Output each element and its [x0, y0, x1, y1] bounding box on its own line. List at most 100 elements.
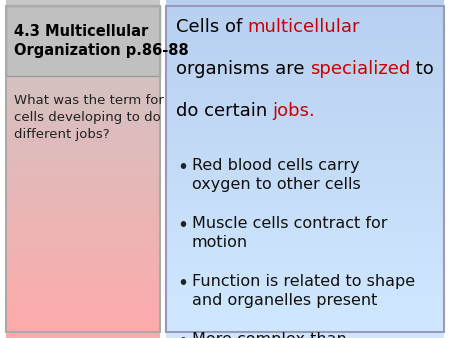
Bar — [6, 41, 160, 42]
Bar — [6, 336, 160, 338]
Bar — [6, 321, 160, 323]
Bar — [166, 125, 444, 127]
Bar — [166, 159, 444, 161]
Bar — [166, 294, 444, 296]
Bar — [166, 213, 444, 215]
Bar — [6, 144, 160, 145]
Bar — [166, 174, 444, 176]
Bar — [166, 230, 444, 232]
Bar — [166, 154, 444, 155]
Bar — [6, 240, 160, 242]
Bar — [6, 49, 160, 51]
Bar — [6, 201, 160, 203]
Bar — [6, 17, 160, 19]
Bar — [166, 61, 444, 63]
Bar — [166, 118, 444, 120]
Text: More complex than
unicellular: More complex than unicellular — [192, 332, 346, 338]
Bar — [166, 267, 444, 269]
Bar — [166, 198, 444, 199]
Bar — [166, 318, 444, 319]
Bar — [6, 262, 160, 264]
Bar — [166, 275, 444, 277]
Bar — [6, 125, 160, 127]
Bar — [6, 113, 160, 115]
Bar — [6, 297, 160, 299]
Bar — [6, 35, 160, 37]
Bar — [166, 189, 444, 191]
Bar — [6, 265, 160, 267]
Bar — [166, 115, 444, 117]
Text: •: • — [178, 332, 189, 338]
Bar — [166, 313, 444, 314]
Bar — [6, 34, 160, 35]
Bar — [6, 164, 160, 166]
Bar — [6, 74, 160, 76]
Bar — [166, 255, 444, 257]
Text: Function is related to shape
and organelles present: Function is related to shape and organel… — [192, 274, 415, 308]
Bar — [166, 252, 444, 254]
Bar — [166, 64, 444, 66]
Bar — [166, 66, 444, 68]
Bar — [6, 161, 160, 162]
Bar — [166, 287, 444, 289]
Bar — [6, 47, 160, 49]
Bar — [6, 274, 160, 275]
Bar — [166, 274, 444, 275]
Text: Muscle cells contract for
motion: Muscle cells contract for motion — [192, 216, 387, 250]
Bar — [166, 176, 444, 177]
Bar — [6, 208, 160, 210]
Bar — [166, 308, 444, 309]
Bar — [6, 289, 160, 291]
Bar — [166, 54, 444, 56]
Bar — [6, 61, 160, 63]
Bar — [6, 127, 160, 128]
Bar — [166, 15, 444, 17]
Bar — [166, 47, 444, 49]
Bar — [6, 272, 160, 274]
Bar — [166, 248, 444, 250]
Bar — [166, 95, 444, 96]
Bar — [6, 319, 160, 321]
Text: to: to — [410, 60, 434, 78]
Bar — [166, 247, 444, 248]
Bar — [166, 20, 444, 22]
Bar — [166, 292, 444, 294]
Bar — [166, 260, 444, 262]
Text: •: • — [178, 158, 189, 177]
Bar — [6, 189, 160, 191]
Text: specialized: specialized — [310, 60, 410, 78]
Bar — [166, 164, 444, 166]
Bar — [166, 52, 444, 54]
Bar — [6, 318, 160, 319]
Bar — [6, 172, 160, 174]
Bar — [166, 284, 444, 286]
Bar — [6, 64, 160, 66]
Bar — [166, 330, 444, 331]
Bar — [166, 311, 444, 313]
Bar — [166, 157, 444, 159]
Bar — [166, 68, 444, 69]
Bar — [6, 203, 160, 204]
Bar — [166, 152, 444, 154]
Bar — [6, 324, 160, 326]
Bar — [166, 228, 444, 230]
Bar — [166, 323, 444, 324]
Bar — [6, 162, 160, 164]
Bar — [166, 91, 444, 93]
Bar — [166, 56, 444, 57]
Bar — [6, 8, 160, 10]
Bar — [166, 242, 444, 243]
Bar — [6, 235, 160, 237]
Text: multicellular: multicellular — [248, 18, 360, 36]
Bar — [6, 221, 160, 223]
Bar — [6, 57, 160, 59]
Bar — [166, 279, 444, 281]
Bar — [6, 225, 160, 226]
Bar — [166, 88, 444, 90]
Bar — [6, 184, 160, 186]
Bar — [166, 269, 444, 270]
Bar — [6, 154, 160, 155]
Bar — [6, 292, 160, 294]
Bar — [6, 159, 160, 161]
Bar — [6, 174, 160, 176]
